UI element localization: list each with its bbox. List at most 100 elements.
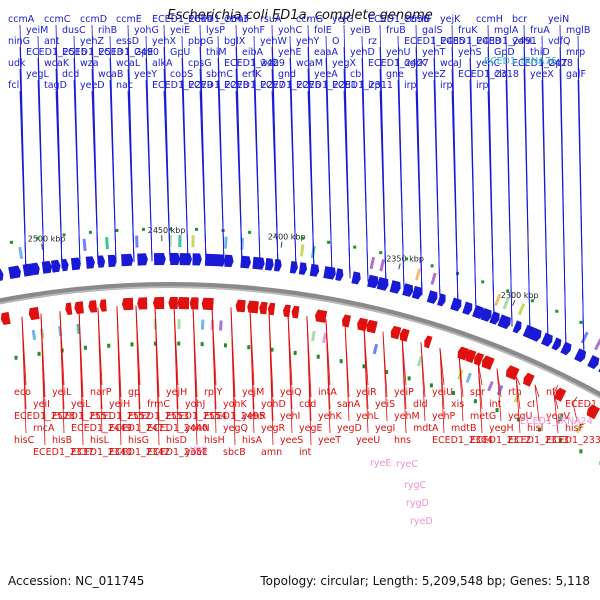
gene-label: yeeX [530,69,554,80]
gc-dot [579,320,583,324]
gene-connector [271,90,279,267]
tick-mark [512,299,516,306]
gene-label: dusC [62,25,86,36]
reverse-gene-arrow [586,404,600,420]
gene-label: ECED1_2488 [440,36,501,47]
gene-label: irp [404,80,417,91]
reverse-gene-arrow [390,325,402,340]
gene-connector [515,376,521,386]
gene-label: thiM [206,47,227,58]
gene-label: int [489,399,502,410]
gene-connector [211,306,217,434]
gene-label: ogrK [404,58,427,69]
reverse-gene-arrow [465,349,477,364]
gene-label: rsuA [260,14,282,25]
gene-label: ECED1_2515 [565,399,600,410]
gc-dot [473,399,477,404]
gc-dot [168,227,172,231]
cog-color-bar [465,372,472,384]
gene-connector [344,323,350,422]
gene-label: ECED1_2351 [147,447,208,458]
gc-dot [429,383,433,388]
gene-label: yegR [261,423,285,434]
gene-connector [135,305,141,434]
reverse-gene-arrow [366,319,378,334]
reverse-gene-arrow [523,372,535,387]
gene-label: ECED1_2656 [368,14,429,25]
gene-connector [37,79,45,271]
gene-label: hisC [14,435,35,446]
gc-dot [14,355,18,360]
genome-backbone [0,282,600,399]
cog-color-bar [311,330,316,342]
gene-label: yegV [546,411,570,422]
reverse-gene-labels: ecoyeiLnarPgpyejHrplYyejMyeiQintAyeiRyei… [14,305,600,458]
forward-gene-arrow [480,308,492,322]
gene-connector [541,79,549,342]
gene-connector [78,309,84,446]
forward-gene-arrow [472,305,484,319]
gene-connector [19,90,27,274]
gene-connector [21,316,27,434]
forward-gene-arrow [587,355,600,370]
gc-dot [36,236,40,240]
reverse-gene-arrow [88,300,98,313]
gene-connector [97,307,103,434]
cog-color-bar [82,238,87,252]
forward-gene-arrow [170,253,181,265]
gene-label: wcaL [116,58,141,69]
gene-connector [534,384,540,398]
forward-gene-arrow [31,262,40,276]
gene-label: cpsG [188,58,212,69]
gc-dot [62,233,66,237]
gc-dot [293,350,297,355]
gene-label: mrp [566,47,585,58]
gc-dot [362,364,366,369]
cog-color-bar [594,338,600,351]
gene-label: ECED1_2485 [404,36,465,47]
gene-label: yeeD [80,80,105,91]
forward-gene-arrow [252,256,265,270]
reverse-gene-arrow [168,297,178,309]
gene-label: GpU [170,47,190,58]
reverse-gene-arrow [153,297,165,310]
gene-label: eco [14,387,31,398]
cog-color-bar [494,293,502,307]
reverse-gene-arrow [457,346,469,361]
gc-dot [270,347,274,352]
gene-label: int [299,447,312,458]
gene-label: cI [527,399,535,410]
gene-label: sanA [337,399,361,410]
gene-connector [73,79,81,267]
gene-label: yehY [296,36,319,47]
gc-dot [300,236,304,240]
gene-label: sbmC [206,69,233,80]
gene-label: lysP [206,25,225,36]
gene-connector [469,79,477,313]
gene-connector [289,79,297,270]
forward-gene-arrow [351,271,361,285]
forward-gene-arrow [531,328,542,342]
gene-label: rncA [33,423,55,434]
gene-connector [91,90,99,265]
gc-dot [115,228,119,232]
forward-gene-arrow [426,290,438,304]
gene-label: ECED1_2516 [26,47,87,58]
reverse-gene-arrow [74,301,84,314]
gene-label: spr [470,387,485,398]
gene-label: xis [451,399,464,410]
gene-connector [553,393,559,434]
gene-label: ninG [8,36,30,47]
gc-dot [195,227,199,231]
gene-connector [307,90,315,272]
gene-connector [382,331,388,422]
gc-dot [153,341,157,346]
gene-label: yeeT [318,435,341,446]
gene-label: yegL [26,69,49,80]
gc-dot [141,227,145,231]
forward-gene-arrow [323,266,336,280]
gene-label: yehK [318,411,342,422]
reverse-gene-arrow [291,305,300,319]
gene-label: ccmG [296,14,323,25]
gc-dot [579,449,583,454]
